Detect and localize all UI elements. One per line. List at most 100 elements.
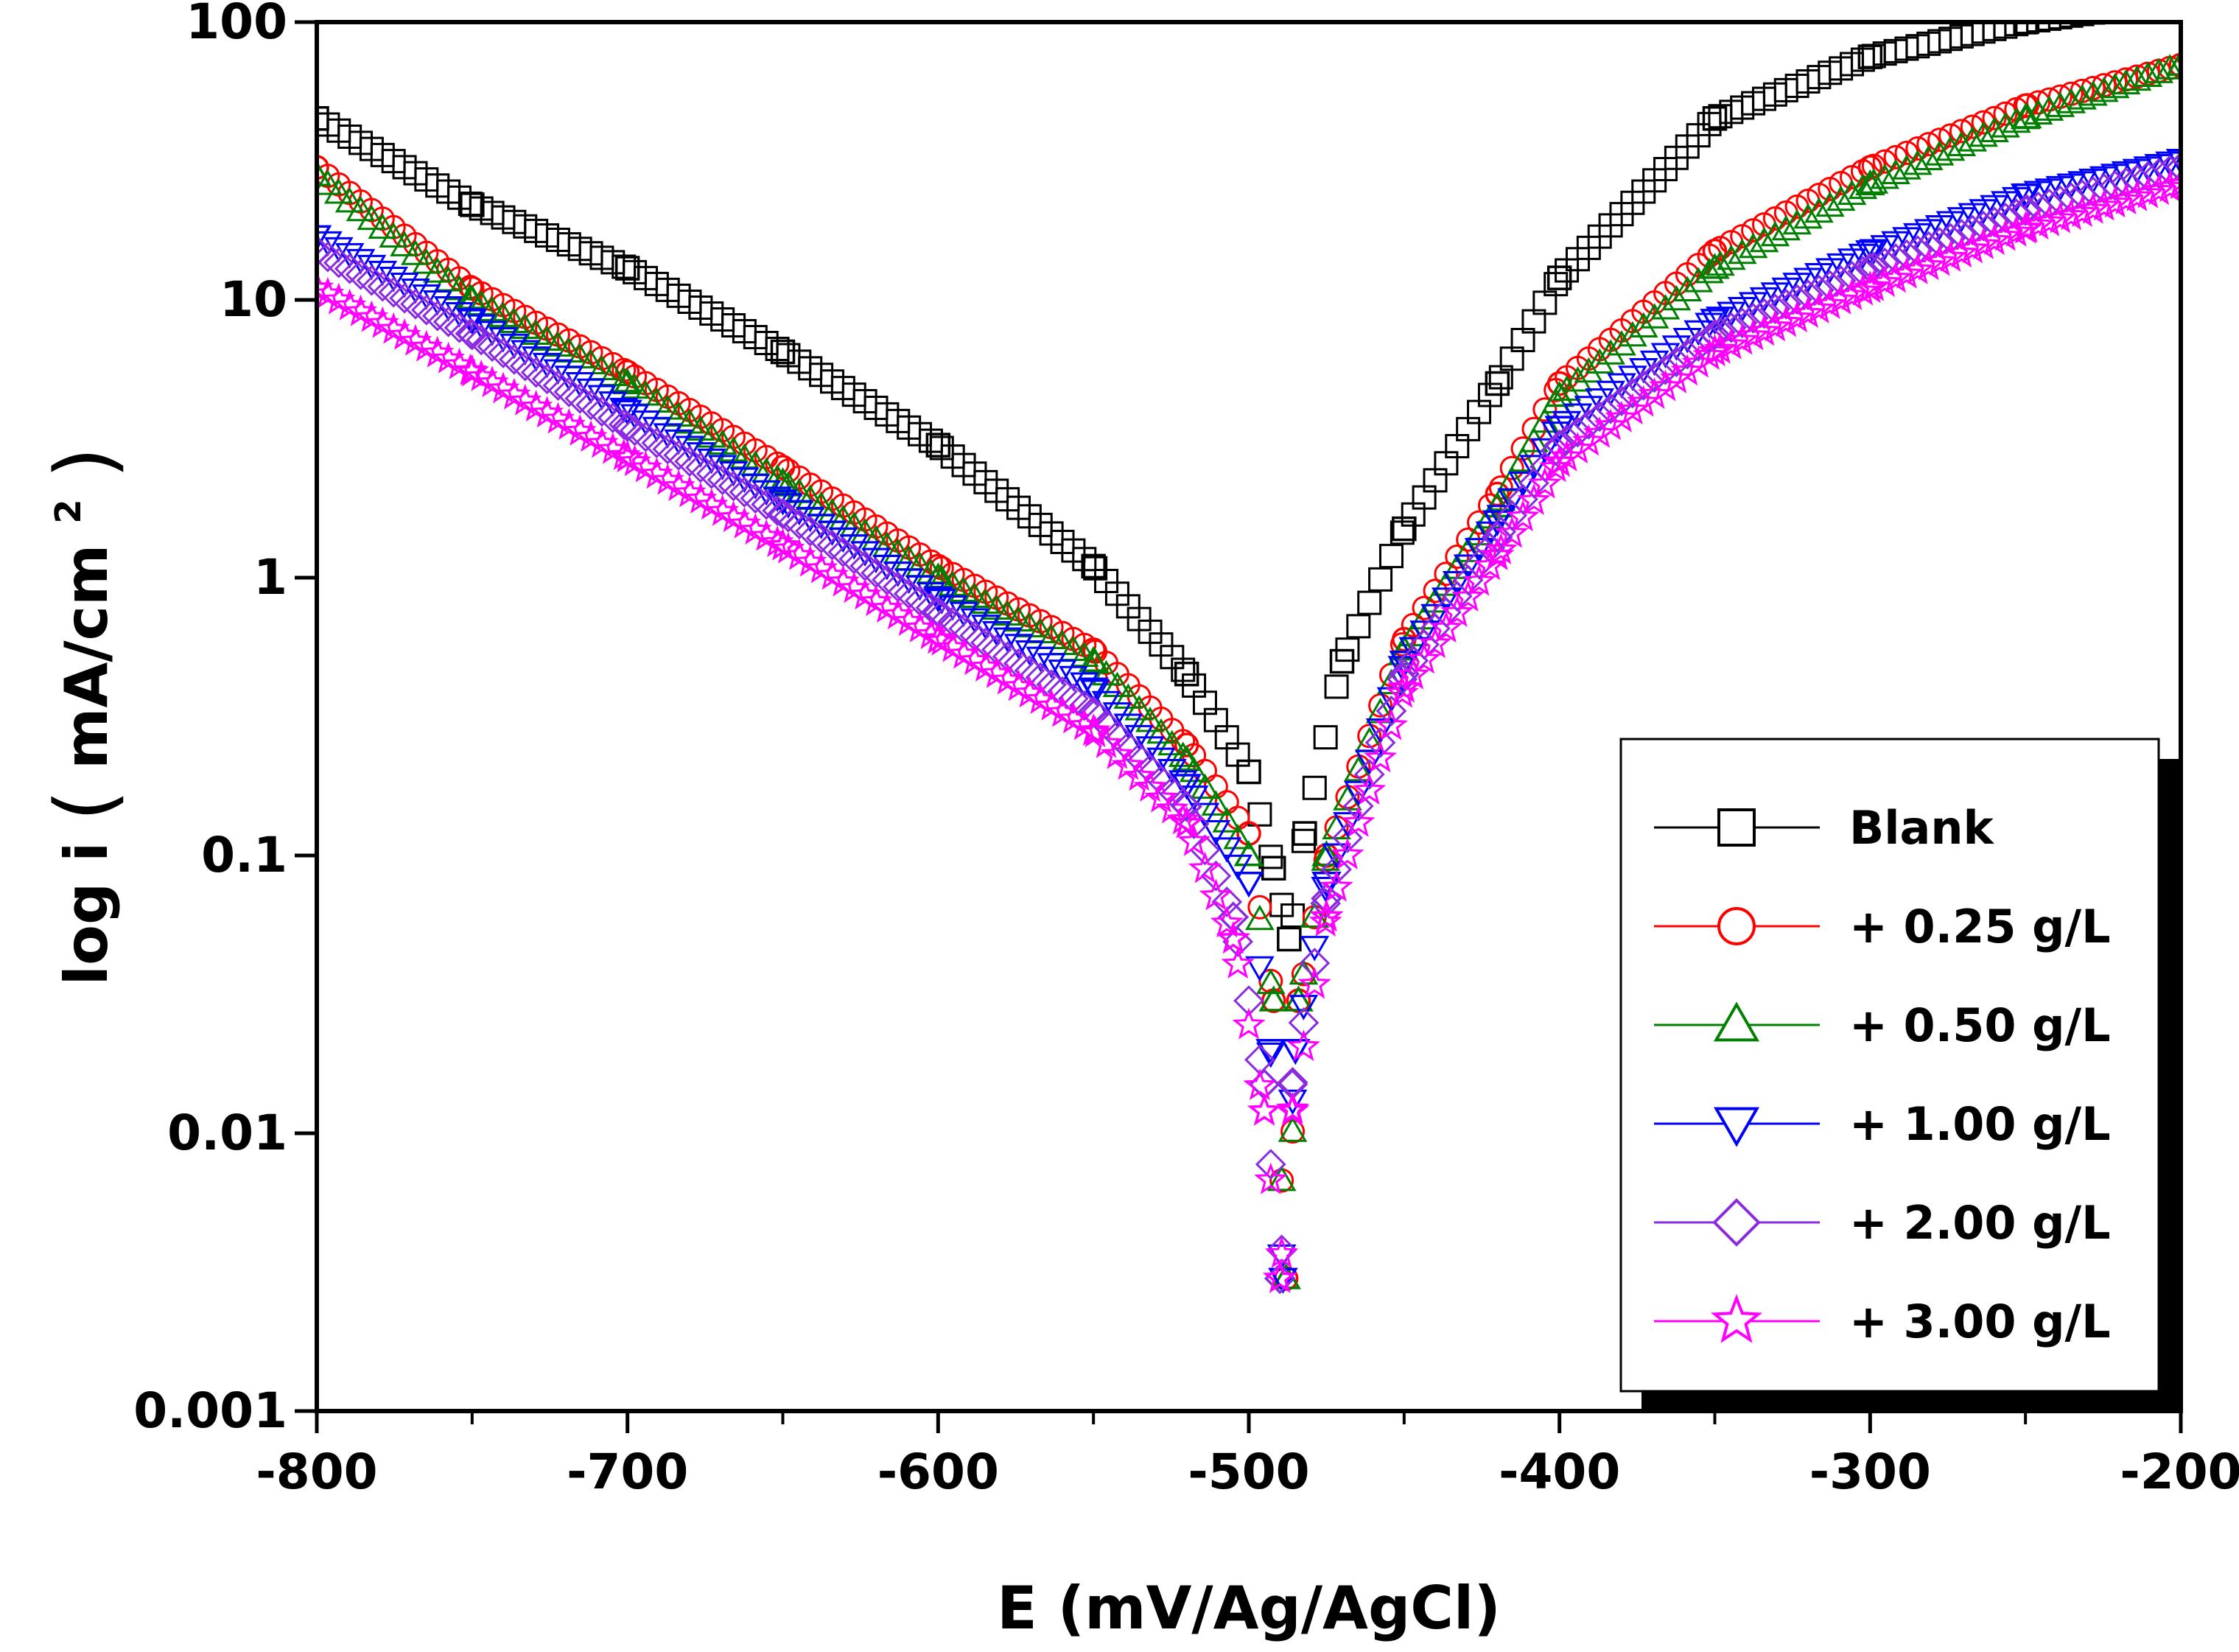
marker — [1715, 312, 1747, 343]
marker — [1551, 424, 1583, 455]
marker — [1223, 823, 1252, 850]
marker — [1982, 22, 2007, 41]
marker — [1412, 485, 1437, 510]
marker — [1506, 500, 1540, 532]
marker — [916, 582, 946, 608]
marker — [841, 500, 866, 525]
marker — [819, 486, 844, 511]
marker — [1203, 774, 1228, 799]
marker — [1225, 805, 1250, 830]
marker — [1289, 995, 1319, 1021]
marker — [784, 500, 814, 526]
marker — [2067, 84, 2097, 110]
marker — [2124, 64, 2149, 89]
y-axis-title-main: log i — [52, 842, 121, 986]
marker — [1642, 168, 1667, 193]
legend-label: + 0.50 g/L — [1849, 998, 2111, 1052]
marker — [1770, 288, 1802, 320]
marker — [1346, 754, 1371, 779]
marker — [1824, 282, 1858, 315]
marker — [1802, 292, 1836, 323]
marker — [1714, 327, 1748, 360]
marker — [1697, 111, 1722, 136]
marker — [729, 467, 760, 494]
marker — [1445, 434, 1470, 459]
marker — [1166, 802, 1200, 835]
marker — [1420, 587, 1450, 613]
marker — [1859, 168, 1889, 194]
data-point — [460, 192, 485, 217]
marker — [1628, 312, 1658, 337]
marker — [763, 486, 792, 512]
data-point — [921, 621, 956, 654]
marker — [2100, 72, 2130, 99]
marker — [1552, 375, 1582, 401]
marker — [1759, 293, 1791, 325]
marker — [2137, 0, 2159, 15]
data-point — [614, 256, 640, 281]
data-point — [1329, 648, 1355, 674]
data-point — [317, 105, 329, 131]
marker — [1324, 674, 1349, 699]
marker — [1291, 828, 1316, 853]
marker — [664, 429, 693, 455]
marker — [1598, 327, 1623, 352]
marker — [1576, 235, 1601, 260]
marker — [1115, 594, 1140, 619]
marker — [1363, 741, 1398, 773]
marker — [1353, 759, 1385, 790]
marker — [401, 239, 430, 265]
data-point — [317, 225, 332, 251]
data-point — [2008, 211, 2043, 244]
data-point — [1700, 309, 1730, 335]
y-axis: 0.001 0.01 0.1 1 10 100 — [133, 0, 317, 1439]
marker — [334, 186, 365, 213]
marker — [1432, 587, 1461, 613]
marker — [1609, 202, 1634, 227]
marker — [1565, 247, 1590, 272]
marker — [1730, 95, 1755, 120]
marker — [1686, 123, 1711, 148]
marker — [1297, 967, 1331, 999]
marker — [1368, 567, 1393, 592]
data-point — [612, 368, 642, 394]
marker — [1255, 1149, 1286, 1180]
marker — [2148, 0, 2170, 14]
marker — [1544, 272, 1569, 297]
data-point — [1697, 333, 1732, 367]
y-tick-label: 1 — [253, 549, 287, 606]
marker — [2034, 95, 2064, 121]
marker — [1762, 82, 1787, 107]
marker — [776, 458, 801, 483]
marker — [1233, 985, 1264, 1017]
marker — [1243, 1068, 1277, 1101]
data-point — [1482, 521, 1513, 553]
marker — [1322, 843, 1351, 869]
marker — [1894, 36, 1919, 61]
marker — [1189, 834, 1221, 866]
marker — [1376, 696, 1407, 727]
marker — [1650, 354, 1681, 385]
marker — [1661, 346, 1692, 378]
marker — [1104, 581, 1129, 606]
series-2 — [317, 49, 2181, 1289]
marker — [1835, 278, 1869, 310]
marker — [1736, 318, 1770, 351]
marker — [839, 534, 869, 560]
marker — [1423, 468, 1448, 493]
marker — [1299, 948, 1331, 979]
marker — [1631, 299, 1656, 324]
marker — [2078, 80, 2108, 106]
data-point — [2163, 167, 2181, 200]
legend-marker — [1710, 1294, 1763, 1343]
marker — [1192, 690, 1217, 715]
marker — [1793, 279, 1823, 310]
marker — [1343, 780, 1373, 807]
marker — [774, 493, 803, 519]
marker — [334, 242, 365, 269]
marker — [1695, 312, 1724, 338]
marker — [2159, 0, 2181, 13]
marker — [1933, 239, 1968, 272]
marker — [1620, 190, 1645, 215]
marker — [1758, 309, 1792, 342]
